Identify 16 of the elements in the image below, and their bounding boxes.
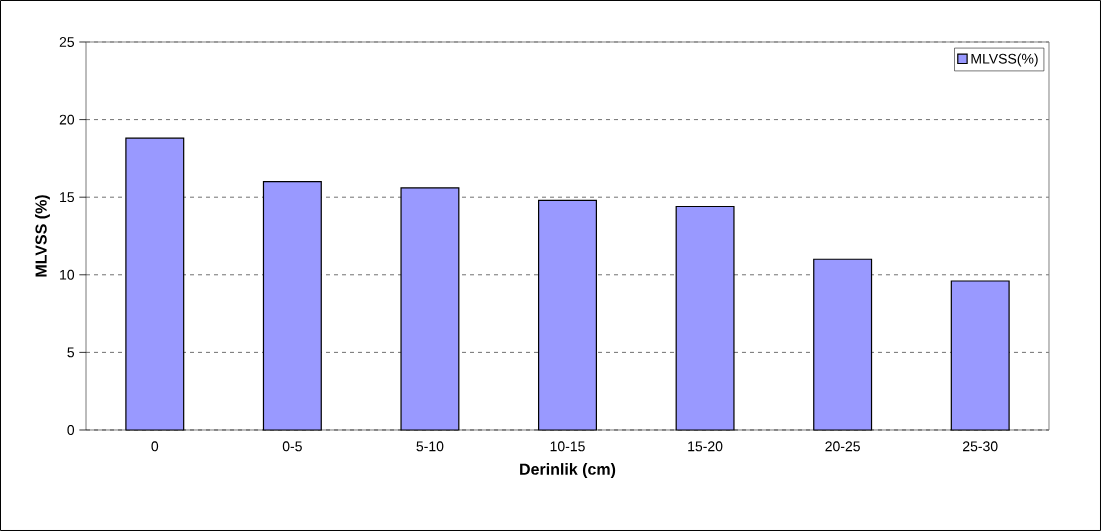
y-tick-label: 0 (67, 425, 75, 435)
x-tick-label: 20-25 (825, 441, 860, 452)
y-tick-label: 25 (59, 37, 75, 47)
x-tick-label: 15-20 (688, 441, 723, 452)
x-tick-label: 25-30 (963, 441, 998, 452)
y-tick-label: 15 (60, 192, 75, 203)
y-tick-label: 20 (59, 114, 75, 125)
y-tick-label: 10 (60, 269, 75, 280)
x-axis-title: Derinlik (cm) (520, 463, 616, 479)
legend-label: MLVSS(%) (971, 53, 1038, 67)
x-tick-label: 0 (151, 441, 159, 452)
x-tick-label: 5-10 (416, 441, 444, 452)
y-axis-title: MLVSS (%) (35, 195, 50, 277)
y-tick-label: 5 (67, 347, 75, 358)
x-tick-label: 0-5 (282, 441, 302, 452)
x-tick-label: 10-15 (550, 441, 585, 452)
